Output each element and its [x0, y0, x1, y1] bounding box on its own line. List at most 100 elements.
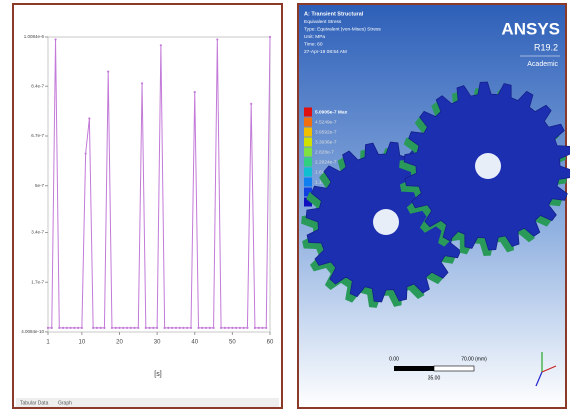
x-tick-label: 10 — [79, 340, 86, 346]
gear-hole — [373, 209, 399, 235]
y-tick-label: 3.4e-7 — [31, 230, 44, 235]
data-point — [58, 327, 60, 329]
y-tick-label: 1.7e-7 — [31, 279, 44, 284]
data-point — [54, 38, 56, 40]
gear-hole — [475, 153, 501, 179]
legend-label: 5.0905e-7 Max — [315, 109, 348, 115]
logo: ANSYS — [501, 19, 560, 38]
data-point — [261, 327, 263, 329]
x-axis-label: [s] — [154, 371, 161, 378]
data-point — [235, 327, 237, 329]
data-point — [77, 327, 79, 329]
tab[interactable]: Tabular Data — [20, 400, 49, 406]
data-point — [152, 327, 154, 329]
data-point — [212, 327, 214, 329]
data-point — [186, 327, 188, 329]
data-point — [239, 327, 241, 329]
data-point — [171, 327, 173, 329]
data-point — [160, 44, 162, 46]
y-tick-label: 5e-7 — [35, 183, 45, 188]
legend-swatch — [304, 168, 312, 177]
data-point — [201, 327, 203, 329]
data-point — [269, 36, 271, 38]
header-line: Unit: MPa — [304, 34, 325, 40]
data-point — [197, 327, 199, 329]
data-point — [47, 327, 49, 329]
x-tick-label: 40 — [191, 340, 198, 346]
y-tick-label: 1.0084e-6 — [24, 34, 45, 39]
data-point — [81, 327, 83, 329]
header-line: 27-Apr-19 08:54 AM — [304, 49, 347, 55]
legend-label: 3.3936e-7 — [315, 139, 337, 145]
data-point — [246, 327, 248, 329]
legend-label: 2.828e-7 — [315, 149, 334, 155]
data-point — [130, 327, 132, 329]
data-point — [133, 327, 135, 329]
x-tick-label: 20 — [116, 340, 123, 346]
x-tick-label: 30 — [154, 340, 161, 346]
data-point — [224, 327, 226, 329]
data-point — [156, 327, 158, 329]
data-point — [111, 327, 113, 329]
data-point — [118, 327, 120, 329]
tab-bar — [16, 398, 279, 407]
data-point — [228, 327, 230, 329]
legend-swatch — [304, 178, 312, 187]
x-tick-label: 50 — [229, 340, 236, 346]
legend-label: 3.9592e-7 — [315, 129, 337, 135]
data-point — [122, 327, 124, 329]
data-point — [175, 327, 177, 329]
legend-label: 2.2624e-7 — [315, 159, 337, 165]
data-point — [209, 327, 211, 329]
scale-label: 35.00 — [428, 375, 441, 381]
tab[interactable]: Graph — [58, 400, 72, 406]
scale-bar — [394, 366, 434, 371]
data-point — [96, 327, 98, 329]
data-point — [216, 38, 218, 40]
data-point — [126, 327, 128, 329]
y-tick-label: 8.4e-7 — [31, 83, 44, 88]
data-point — [115, 327, 117, 329]
data-point — [148, 327, 150, 329]
scale-label: 70.00 (mm) — [461, 356, 487, 362]
data-point — [62, 327, 64, 329]
data-point — [190, 327, 192, 329]
edition: Academic — [527, 61, 558, 68]
y-tick-label: 6.7e-7 — [31, 133, 44, 138]
data-point — [69, 327, 71, 329]
legend-swatch — [304, 158, 312, 167]
header-line: Type: Equivalent (von-Mises) Stress — [304, 26, 381, 32]
data-point — [92, 327, 94, 329]
data-point — [100, 327, 102, 329]
data-point — [258, 327, 260, 329]
scale-label: 0.00 — [389, 356, 399, 362]
page: Tabular Data Graph [s] A: Transient Stru… — [0, 0, 570, 412]
data-point — [182, 327, 184, 329]
legend-swatch — [304, 148, 312, 157]
data-point — [66, 327, 68, 329]
data-point — [265, 327, 267, 329]
y-tick-label: 4.0084e-10 — [21, 329, 44, 334]
data-point — [179, 327, 181, 329]
release: R19.2 — [534, 42, 558, 52]
data-point — [231, 327, 233, 329]
header-line: Equivalent Stress — [304, 19, 342, 25]
data-point — [107, 71, 109, 73]
header-line: Time: 60 — [304, 41, 323, 47]
data-point — [194, 91, 196, 93]
data-point — [85, 152, 87, 154]
scale-bar — [434, 366, 474, 371]
data-point — [51, 327, 53, 329]
data-point — [88, 117, 90, 119]
legend-swatch — [304, 128, 312, 137]
data-point — [103, 327, 105, 329]
data-point — [145, 327, 147, 329]
legend-swatch — [304, 108, 312, 117]
data-point — [167, 327, 169, 329]
data-point — [254, 327, 256, 329]
legend-swatch — [304, 138, 312, 147]
data-point — [141, 82, 143, 84]
data-point — [205, 327, 207, 329]
data-point — [220, 327, 222, 329]
data-point — [250, 103, 252, 105]
